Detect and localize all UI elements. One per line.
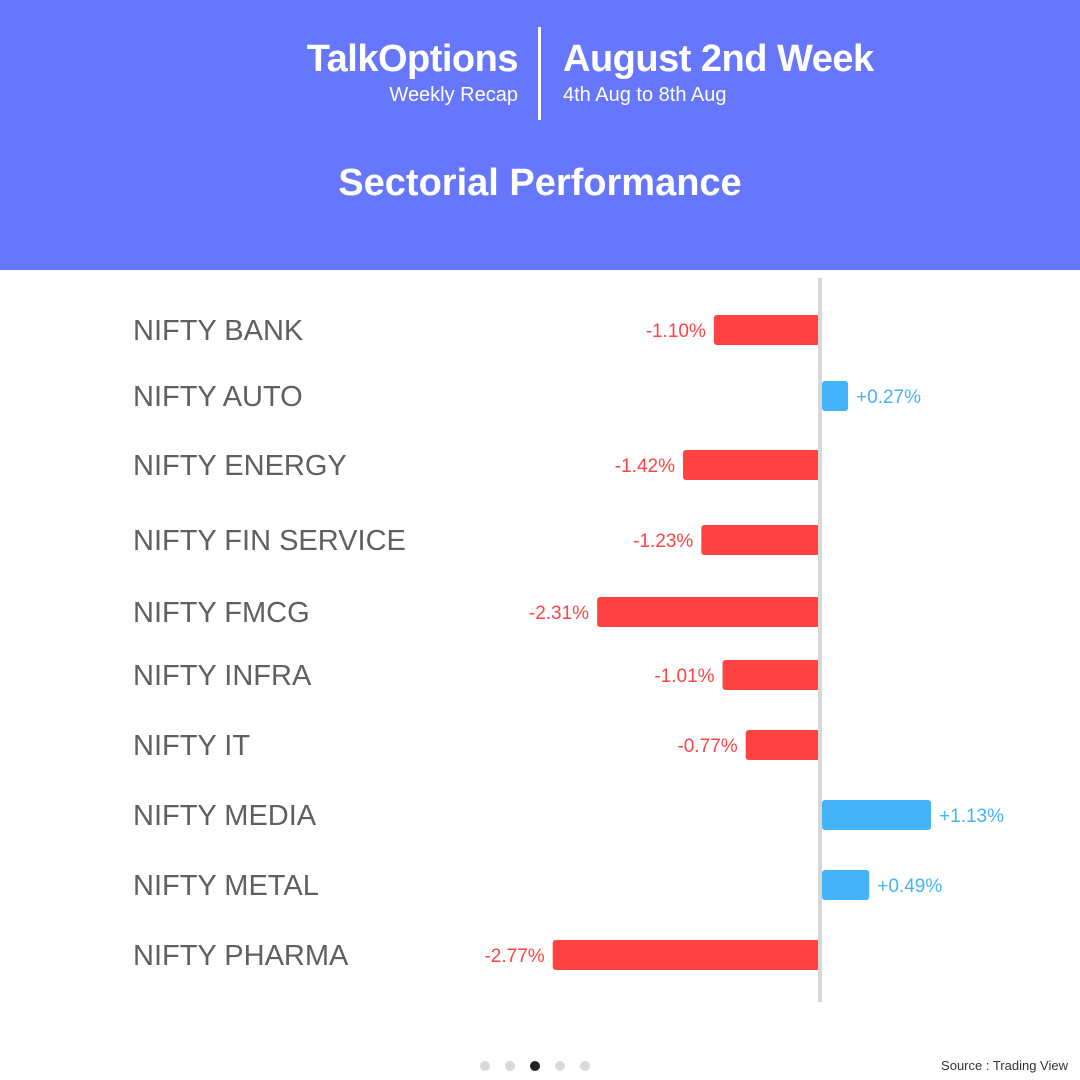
value-label-nifty-it: -0.77% xyxy=(677,736,737,757)
category-label-nifty-metal: NIFTY METAL xyxy=(133,870,319,902)
category-label-nifty-fin-service: NIFTY FIN SERVICE xyxy=(133,525,406,557)
pagination-dots[interactable] xyxy=(480,1061,590,1071)
bar-nifty-bank xyxy=(713,315,820,345)
category-label-nifty-auto: NIFTY AUTO xyxy=(133,381,303,413)
pagination-dot[interactable] xyxy=(530,1061,540,1071)
brand-block: TalkOptions Weekly Recap xyxy=(306,38,519,108)
pagination-dot[interactable] xyxy=(505,1061,515,1071)
bar-nifty-infra xyxy=(722,660,820,690)
category-label-nifty-fmcg: NIFTY FMCG xyxy=(133,597,310,629)
category-label-nifty-energy: NIFTY ENERGY xyxy=(133,450,347,482)
value-label-nifty-metal: +0.49% xyxy=(877,876,942,897)
bar-nifty-pharma xyxy=(552,940,820,970)
value-label-nifty-infra: -1.01% xyxy=(654,666,714,687)
week-block: August 2nd Week 4th Aug to 8th Aug xyxy=(563,38,874,108)
zero-axis-line xyxy=(818,278,822,1002)
bar-nifty-fmcg xyxy=(597,597,820,627)
header-divider xyxy=(538,27,541,120)
header-banner: TalkOptions Weekly Recap August 2nd Week… xyxy=(0,0,1080,270)
bar-nifty-it xyxy=(745,730,820,760)
value-label-nifty-auto: +0.27% xyxy=(856,387,921,408)
brand-subtitle: Weekly Recap xyxy=(389,84,518,106)
section-title: Sectorial Performance xyxy=(338,162,742,204)
value-label-nifty-pharma: -2.77% xyxy=(484,946,544,967)
category-label-nifty-it: NIFTY IT xyxy=(133,730,250,762)
bar-nifty-fin-service xyxy=(701,525,820,555)
week-title: August 2nd Week xyxy=(563,38,874,80)
pagination-dot[interactable] xyxy=(555,1061,565,1071)
value-label-nifty-bank: -1.10% xyxy=(646,321,706,342)
source-note: Source : Trading View xyxy=(941,1058,1068,1073)
pagination-dot[interactable] xyxy=(580,1061,590,1071)
brand-name: TalkOptions xyxy=(306,38,519,80)
bar-nifty-auto xyxy=(822,381,849,411)
category-label-nifty-pharma: NIFTY PHARMA xyxy=(133,940,349,972)
category-label-nifty-infra: NIFTY INFRA xyxy=(133,660,312,692)
value-label-nifty-fin-service: -1.23% xyxy=(633,531,693,552)
week-range: 4th Aug to 8th Aug xyxy=(563,84,727,106)
pagination-dot[interactable] xyxy=(480,1061,490,1071)
value-label-nifty-media: +1.13% xyxy=(939,806,1004,827)
bar-nifty-energy xyxy=(682,450,820,480)
category-label-nifty-media: NIFTY MEDIA xyxy=(133,800,317,832)
sector-bar-chart: NIFTY BANK -1.10% NIFTY AUTO +0.27% NIFTY EN… xyxy=(133,278,1004,1002)
value-label-nifty-energy: -1.42% xyxy=(615,456,675,477)
category-label-nifty-bank: NIFTY BANK xyxy=(133,315,304,347)
bar-nifty-metal xyxy=(822,870,870,900)
bar-nifty-media xyxy=(822,800,932,830)
value-label-nifty-fmcg: -2.31% xyxy=(529,603,589,624)
